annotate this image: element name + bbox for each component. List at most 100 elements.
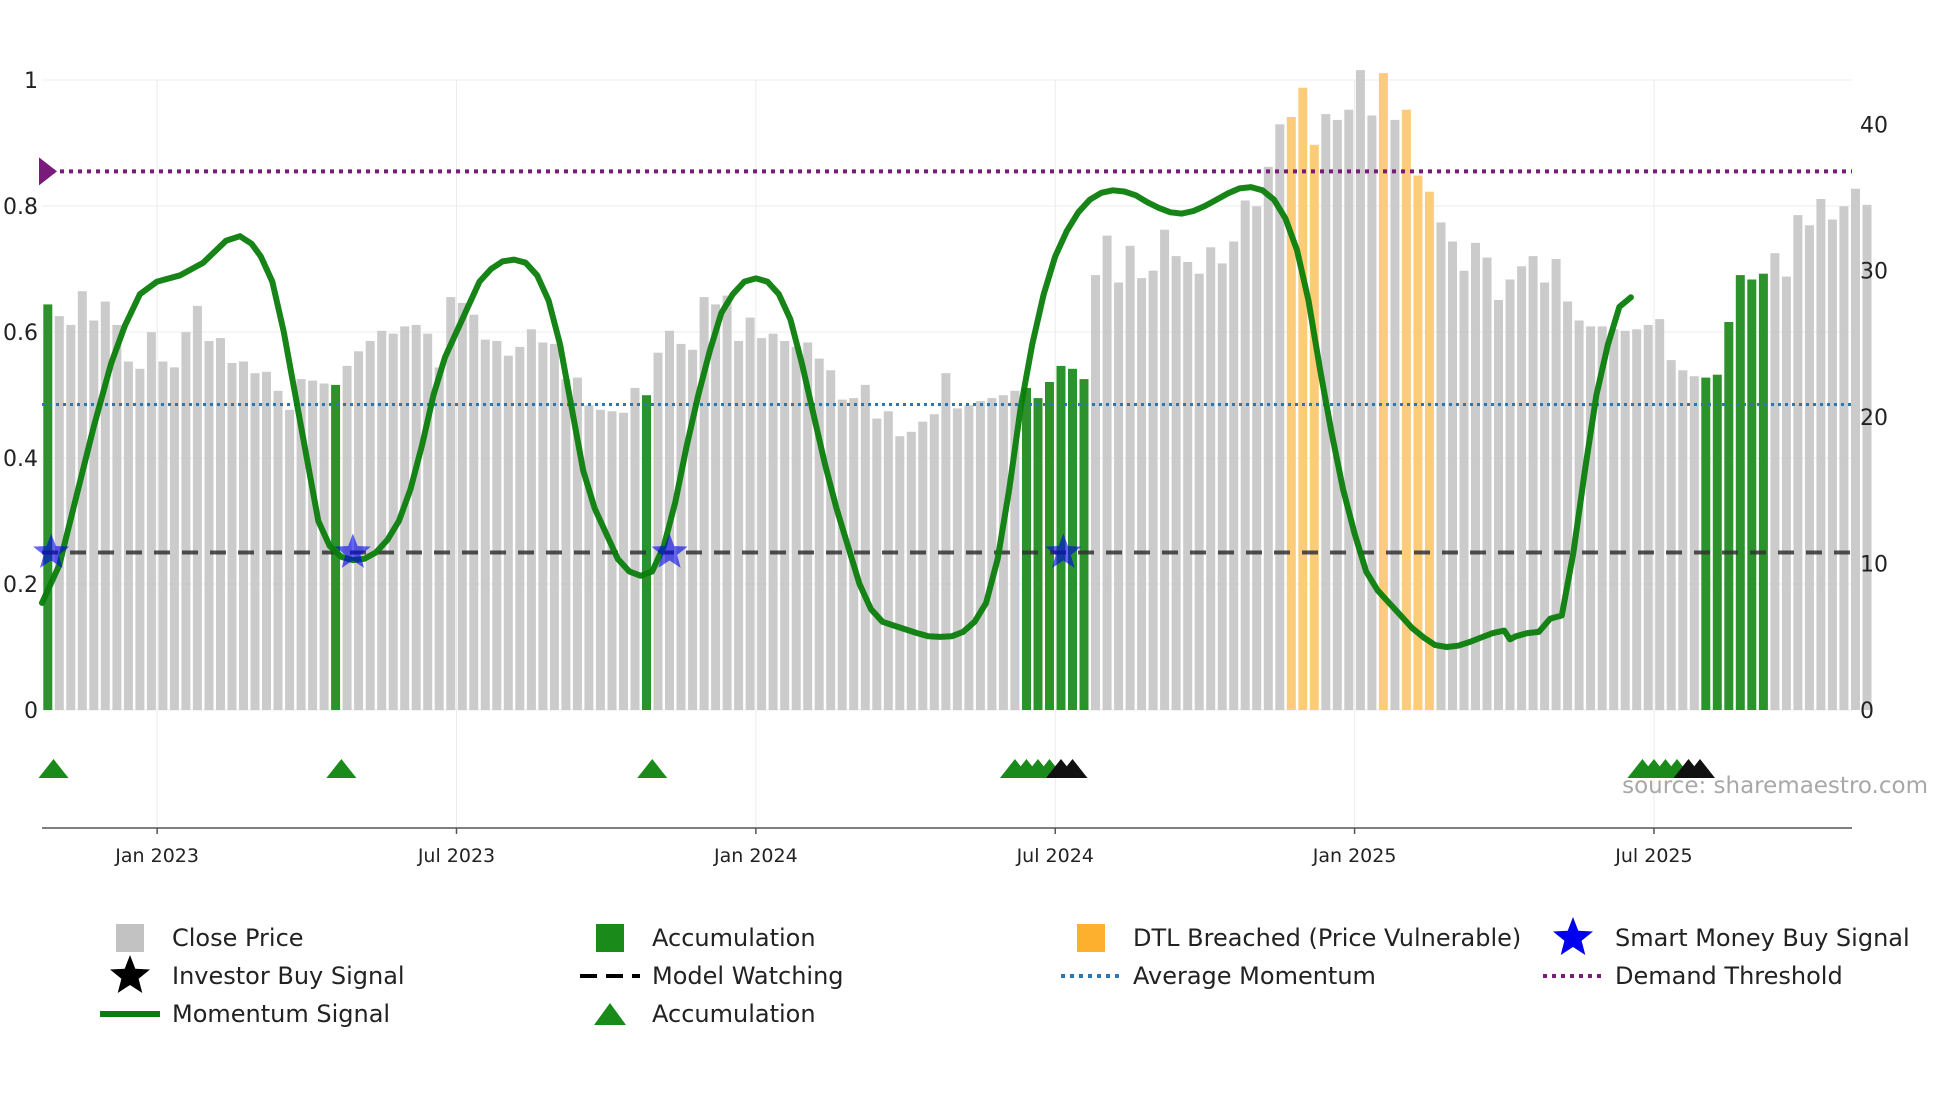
close-price-bar: [239, 361, 248, 710]
close-price-bar: [77, 291, 87, 710]
close-price-bar: [745, 317, 755, 710]
close-price-bar: [89, 320, 99, 710]
close-price-bar: [849, 398, 859, 710]
dtl-breached-bar: [1413, 175, 1423, 711]
close-price-bar: [354, 351, 364, 710]
close-price-bar: [480, 339, 490, 710]
accumulation-bar: [1056, 365, 1066, 710]
x-tick-label: Jan 2024: [713, 845, 798, 867]
close-price-bar: [1367, 115, 1377, 710]
close-price-bar: [595, 409, 605, 710]
close-price-bar: [1137, 278, 1147, 710]
legend-label: Momentum Signal: [172, 1000, 390, 1028]
close-price-bar: [365, 341, 375, 710]
right-tick-label: 0: [1860, 699, 1874, 724]
accumulation-bar: [1747, 279, 1757, 710]
legend-label: Accumulation: [652, 1000, 816, 1028]
x-tick-label: Jan 2023: [114, 845, 199, 867]
accumulation-triangle-icon: [38, 759, 69, 778]
right-tick-label: 20: [1860, 406, 1888, 431]
right-tick-label: 30: [1860, 260, 1888, 285]
close-price-bar: [1471, 242, 1480, 710]
legend-accumulation-swatch: [596, 924, 624, 952]
close-price-bar: [135, 368, 145, 710]
close-price-bar: [1632, 329, 1642, 710]
close-price-bar: [1183, 262, 1193, 710]
close-price-bar: [734, 341, 744, 710]
close-price-bar: [1091, 275, 1100, 710]
close-price-bar: [216, 338, 225, 710]
accumulation-bar: [1701, 377, 1711, 710]
close-price-bar: [1171, 256, 1181, 710]
close-price-bar: [400, 326, 410, 710]
close-price-bar: [1827, 219, 1837, 710]
left-tick-label: 0.8: [3, 195, 38, 220]
close-price-bar: [273, 390, 283, 710]
close-price-bar: [549, 343, 559, 710]
momentum-signal-path: [39, 184, 1634, 650]
close-price-bar: [699, 297, 709, 710]
accumulation-triangle-icon: [326, 759, 357, 778]
reference-lines: [39, 157, 1852, 555]
close-price-bar: [1344, 109, 1354, 710]
close-price-bar: [388, 333, 398, 710]
close-price-bar: [987, 398, 997, 710]
close-price-bar: [929, 414, 939, 710]
accumulation-bar: [1022, 387, 1031, 710]
close-price-bar: [146, 332, 156, 710]
accumulation-bar: [642, 395, 651, 710]
accumulation-bar: [1758, 273, 1768, 710]
close-price-bar: [1252, 206, 1262, 711]
close-price-bar: [227, 363, 237, 710]
close-price-bar: [607, 411, 617, 710]
close-price-bar: [814, 358, 824, 710]
close-price-bar: [1781, 276, 1791, 710]
close-price-bar: [112, 324, 122, 710]
close-price-bar: [469, 314, 479, 710]
close-price-bar: [803, 342, 813, 710]
close-price-bar: [1770, 253, 1780, 710]
close-price-bar: [158, 361, 168, 710]
signal-triangles: [38, 759, 1716, 778]
close-price-bar: [1494, 300, 1503, 710]
legend-label: Demand Threshold: [1615, 962, 1843, 990]
accumulation-bar: [43, 304, 53, 710]
close-price-bar: [653, 352, 663, 710]
close-price-bar: [1148, 270, 1158, 710]
accumulation-triangle-icon: [637, 759, 668, 778]
close-price-bar: [1102, 235, 1112, 710]
close-price-bar: [342, 365, 352, 710]
close-price-bar: [377, 330, 387, 710]
close-price-bar: [1263, 166, 1273, 711]
right-tick-label: 10: [1860, 553, 1888, 578]
legend: Close Price Accumulation DTL Breached (Pri…: [100, 917, 1910, 1028]
close-price-bar: [561, 379, 571, 710]
close-price-bar: [918, 421, 928, 710]
close-price-bar: [250, 373, 260, 710]
close-price-bar: [1355, 70, 1365, 711]
close-price-bar: [181, 332, 191, 710]
close-price-bar: [1528, 256, 1538, 710]
close-price-bar: [1240, 200, 1250, 710]
dtl-breached-bar: [1286, 117, 1296, 710]
close-price-bar: [1862, 204, 1872, 711]
close-price-bar: [791, 346, 801, 710]
close-price-bar: [1217, 263, 1227, 710]
close-price-bar: [1332, 119, 1342, 710]
smart-money-star-icon: [651, 533, 688, 568]
left-tick-label: 0.4: [3, 447, 38, 472]
legend-close-price-swatch: [116, 924, 144, 952]
close-price-bar: [319, 383, 329, 710]
x-tick-label: Jul 2023: [417, 845, 495, 867]
close-price-bar: [434, 367, 444, 710]
close-price-bar: [1551, 259, 1561, 710]
accumulation-bar: [1724, 322, 1734, 710]
left-tick-label: 1: [24, 69, 38, 94]
accumulation-bar: [1045, 382, 1054, 710]
dtl-breached-bar: [1424, 191, 1434, 710]
close-price-bar: [1275, 124, 1285, 711]
accumulation-bar: [1735, 275, 1745, 710]
right-axis: 0 10 20 30 40: [1860, 113, 1888, 724]
close-price-bar: [1448, 241, 1457, 710]
